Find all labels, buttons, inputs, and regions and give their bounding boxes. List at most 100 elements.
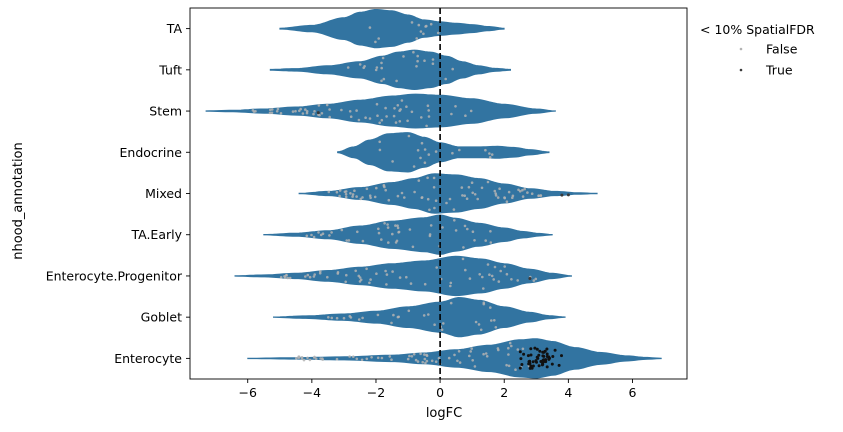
point-false — [302, 358, 306, 362]
point-false — [468, 354, 471, 358]
legend-label-false: False — [766, 42, 798, 57]
point-false — [394, 224, 397, 227]
point-false — [398, 276, 402, 279]
point-false — [380, 79, 383, 83]
point-false — [395, 239, 399, 243]
point-false — [327, 316, 330, 319]
point-false — [365, 267, 368, 271]
violin-enterocyte — [247, 338, 662, 379]
point-false — [407, 134, 411, 138]
point-false — [317, 231, 320, 234]
point-false — [415, 65, 418, 68]
point-false — [384, 269, 387, 273]
point-true — [534, 359, 538, 363]
point-false — [429, 22, 433, 26]
point-false — [403, 196, 406, 199]
point-false — [408, 228, 412, 231]
point-false — [304, 275, 307, 278]
point-false — [346, 66, 350, 69]
point-false — [299, 107, 303, 111]
point-false — [505, 363, 508, 367]
point-false — [402, 55, 405, 58]
point-false — [419, 156, 422, 160]
point-false — [270, 111, 274, 115]
point-false — [305, 111, 309, 115]
point-false — [482, 287, 485, 290]
point-false — [377, 37, 381, 40]
point-false — [319, 357, 322, 360]
point-false — [454, 229, 458, 232]
point-false — [395, 79, 398, 83]
point-false — [498, 187, 501, 190]
point-false — [433, 206, 436, 210]
x-tick-label: 0 — [436, 385, 444, 400]
point-false — [497, 348, 500, 352]
point-false — [449, 284, 452, 288]
point-false — [405, 275, 408, 279]
point-false — [523, 187, 526, 191]
point-false — [425, 359, 429, 363]
point-false — [357, 118, 361, 122]
y-axis-label: nhood_annotation — [11, 142, 26, 260]
point-false — [375, 186, 378, 190]
point-false — [330, 231, 333, 234]
point-false — [349, 316, 353, 319]
point-false — [313, 110, 316, 113]
point-false — [521, 188, 524, 192]
point-false — [489, 230, 492, 233]
point-false — [462, 246, 465, 249]
point-false — [457, 350, 461, 353]
point-false — [314, 357, 318, 361]
point-false — [416, 54, 420, 58]
point-false — [356, 230, 359, 234]
point-false — [376, 114, 379, 117]
point-false — [352, 355, 355, 359]
point-false — [444, 77, 448, 81]
point-false — [275, 110, 279, 113]
point-false — [394, 121, 398, 124]
x-tick-label: −2 — [367, 385, 385, 400]
point-true — [531, 360, 535, 364]
violin-mixed — [298, 173, 598, 214]
point-false — [508, 341, 512, 345]
point-true — [545, 365, 549, 369]
point-false — [357, 274, 361, 278]
point-false — [469, 109, 473, 113]
point-false — [387, 241, 390, 244]
point-true — [526, 354, 530, 358]
point-false — [497, 280, 501, 283]
point-false — [477, 323, 481, 326]
point-true — [528, 359, 532, 363]
point-false — [471, 230, 475, 233]
point-false — [359, 197, 363, 201]
point-false — [423, 282, 427, 286]
point-false — [397, 230, 401, 234]
point-true — [537, 353, 541, 357]
point-false — [454, 105, 457, 108]
point-false — [380, 356, 384, 360]
legend-label-true: True — [765, 63, 793, 78]
point-false — [391, 232, 394, 236]
point-false — [467, 185, 471, 189]
point-false — [471, 191, 475, 195]
violin-enterocyte-progenitor — [234, 255, 572, 297]
point-false — [426, 104, 430, 107]
point-false — [313, 273, 317, 276]
point-false — [304, 108, 307, 111]
point-false — [369, 278, 372, 281]
point-false — [532, 279, 536, 282]
point-false — [496, 196, 500, 199]
point-false — [368, 117, 372, 120]
point-false — [415, 37, 419, 40]
point-false — [400, 99, 404, 102]
point-false — [279, 112, 283, 115]
point-false — [340, 228, 344, 232]
point-false — [269, 108, 272, 112]
point-false — [416, 360, 420, 363]
point-false — [400, 191, 404, 195]
y-tick-label: TA.Early — [130, 227, 182, 242]
point-false — [378, 148, 382, 152]
point-true — [518, 366, 522, 370]
point-true — [519, 357, 523, 361]
point-false — [271, 108, 274, 111]
